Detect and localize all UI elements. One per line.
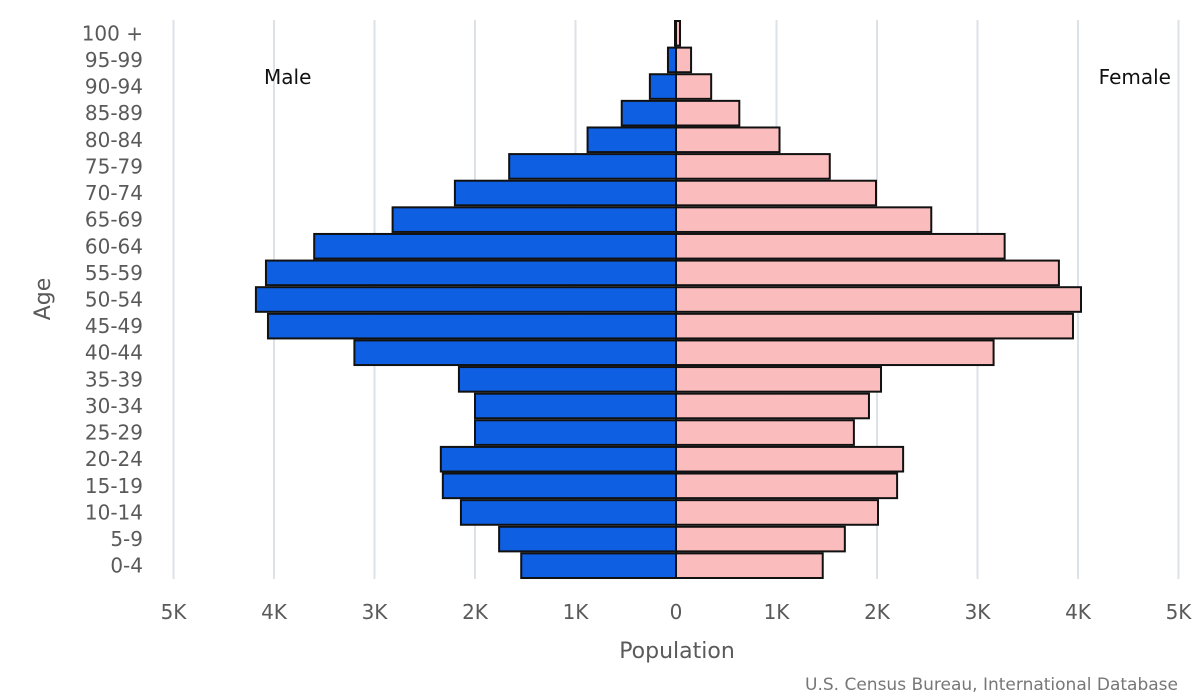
y-tick-label: 50-54 [85, 288, 143, 312]
x-tick-label: 2K [864, 600, 891, 624]
x-tick-label: 1K [563, 600, 590, 624]
x-tick-label: 1K [764, 600, 791, 624]
female-bar [675, 73, 713, 100]
female-bar [675, 153, 831, 180]
y-tick-label: 5-9 [110, 527, 143, 551]
y-tick-label: 20-24 [85, 447, 143, 471]
y-tick-label: 100 + [82, 21, 143, 45]
male-bar [391, 206, 677, 233]
female-bar [675, 126, 781, 154]
y-tick-label: 15-19 [85, 474, 143, 498]
female-bar [675, 552, 824, 580]
male-bar [453, 179, 677, 207]
x-tick-label: 3K [362, 600, 389, 624]
female-bar [675, 419, 855, 446]
female-bar [675, 472, 899, 500]
male-series-label: Male [264, 65, 311, 89]
x-tick-label: 2K [462, 600, 489, 624]
female-bar [675, 232, 1006, 260]
y-tick-label: 95-99 [85, 48, 143, 72]
y-tick-label: 40-44 [85, 341, 143, 365]
female-bar [675, 179, 877, 207]
male-bar [353, 339, 677, 367]
x-tick-label: 4K [1065, 600, 1092, 624]
y-tick-label: 30-34 [85, 394, 143, 418]
y-tick-label: 75-79 [85, 154, 143, 178]
female-bar [675, 20, 682, 47]
female-bar [675, 259, 1060, 287]
y-tick-label: 85-89 [85, 101, 143, 125]
male-bar [264, 259, 677, 287]
male-bar [254, 286, 677, 313]
male-bar [474, 419, 677, 446]
y-tick-label: 90-94 [85, 75, 143, 99]
y-axis-title: Age [31, 278, 56, 321]
female-bar [675, 499, 880, 526]
male-bar [439, 445, 677, 473]
source-label: U.S. Census Bureau, International Databa… [805, 675, 1178, 695]
y-tick-label: 65-69 [85, 208, 143, 232]
female-bar [675, 99, 741, 127]
x-tick-label: 4K [261, 600, 288, 624]
male-bar [520, 552, 677, 580]
female-bar [675, 339, 995, 367]
y-tick-label: 10-14 [85, 500, 143, 524]
male-bar [313, 232, 677, 260]
x-tick-label: 3K [965, 600, 992, 624]
y-tick-label: 0-4 [110, 554, 143, 578]
male-bar [441, 472, 677, 500]
y-tick-label: 70-74 [85, 181, 143, 205]
x-tick-label: 5K [161, 600, 188, 624]
male-bar [666, 46, 678, 74]
male-bar [459, 499, 677, 526]
male-bar [620, 99, 677, 127]
y-tick-label: 80-84 [85, 128, 143, 152]
male-bar [586, 126, 677, 154]
male-bar [648, 73, 677, 100]
female-bar [675, 312, 1074, 340]
male-bar [474, 392, 677, 420]
y-tick-label: 45-49 [85, 314, 143, 338]
female-bar [675, 445, 905, 473]
female-bar [675, 366, 883, 393]
y-tick-label: 60-64 [85, 234, 143, 258]
y-tick-label: 35-39 [85, 367, 143, 391]
female-bar [675, 46, 693, 74]
female-series-label: Female [1099, 65, 1171, 89]
female-bar [675, 286, 1083, 313]
male-bar [457, 366, 678, 393]
x-tick-label: 5K [1166, 600, 1193, 624]
x-axis-title: Population [619, 639, 735, 664]
x-tick-label: 0 [670, 600, 683, 624]
female-bar [675, 525, 846, 553]
y-tick-label: 55-59 [85, 261, 143, 285]
y-tick-label: 25-29 [85, 421, 143, 445]
female-bar [675, 206, 933, 233]
male-bar [508, 153, 678, 180]
male-bar [266, 312, 677, 340]
female-bar [675, 392, 870, 420]
male-bar [498, 525, 677, 553]
bars [254, 20, 1083, 580]
x-tick-labels: 5K 4K 3K 2K 1K 0 1K 2K 3K 4K 5K [161, 600, 1193, 624]
